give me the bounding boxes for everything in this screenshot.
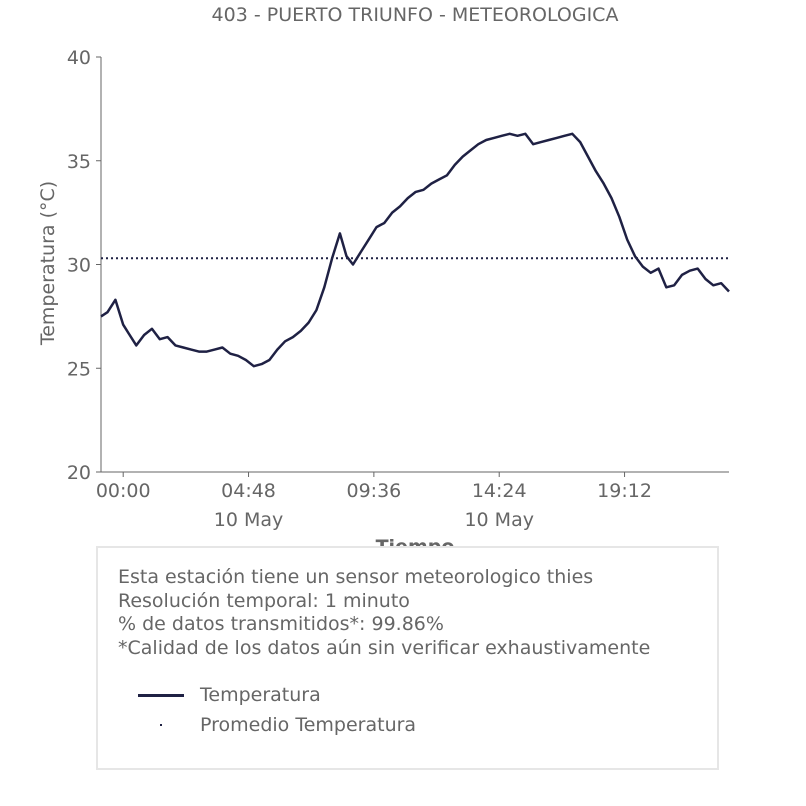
chart-title: 403 - PUERTO TRIUNFO - METEOROLOGICA xyxy=(212,4,619,26)
info-line-station: Esta estación tiene un sensor meteorolog… xyxy=(118,566,594,588)
legend-label: Promedio Temperatura xyxy=(200,714,417,736)
info-line-transmitted: % de datos transmitidos*: 99.86% xyxy=(118,613,444,635)
plot-area: 20 25 30 35 40 00:00 04:48 10 May 09:36 14:24 10 M… xyxy=(67,47,730,531)
legend-line-swatch xyxy=(138,694,184,697)
legend-dot-swatch xyxy=(160,724,162,726)
y-tick-label: 25 xyxy=(67,358,91,380)
temperature-line xyxy=(100,132,730,368)
legend-label: Temperatura xyxy=(200,684,321,706)
info-text: Esta estación tiene un sensor meteorolog… xyxy=(118,566,650,660)
x-tick-label: 14:24 xyxy=(472,480,527,502)
x-tick-date-label: 10 May xyxy=(464,509,534,531)
y-tick-label: 40 xyxy=(67,47,91,69)
info-box: Esta estación tiene un sensor meteorolog… xyxy=(96,546,719,770)
info-line-quality: *Calidad de los datos aún sin verificar … xyxy=(118,636,651,659)
y-tick-label: 30 xyxy=(67,255,91,277)
y-tick-label: 35 xyxy=(67,151,91,173)
x-tick-label: 04:48 xyxy=(221,480,276,502)
x-tick-label: 00:00 xyxy=(96,480,151,502)
x-tick-label: 09:36 xyxy=(346,480,401,502)
y-axis-title: Temperatura (°C) xyxy=(37,181,59,346)
info-line-resolution: Resolución temporal: 1 minuto xyxy=(118,589,410,612)
x-tick-label: 19:12 xyxy=(597,480,652,502)
y-tick-label: 20 xyxy=(67,462,91,484)
x-tick-date-label: 10 May xyxy=(214,509,284,531)
